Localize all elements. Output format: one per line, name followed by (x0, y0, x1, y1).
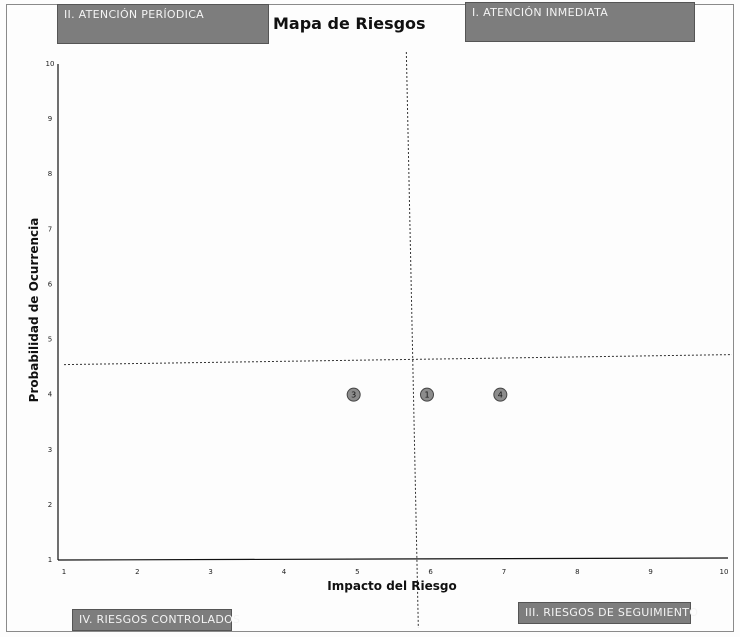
quadrant-label-atencion-periodica: II. ATENCIÓN PERÍODICA (57, 4, 269, 44)
x-axis-line (57, 557, 729, 561)
x-tick-label: 1 (62, 568, 66, 576)
risk-point-label: 1 (424, 391, 429, 400)
x-tick-label: 7 (502, 568, 506, 576)
quadrant-label-riesgos-seguimiento: III. RIESGOS DE SEGUIMIENTO (518, 602, 698, 624)
chart-title: Mapa de Riesgos (273, 14, 426, 33)
risk-point-marker (420, 387, 434, 402)
x-tick-label: 5 (355, 568, 359, 576)
y-tick-label: 6 (48, 280, 53, 288)
risk-point-marker (493, 387, 508, 402)
quadrant-label-riesgos-controlados: IV. RIESGOS CONTROLADOS (72, 609, 240, 631)
y-tick-label: 8 (48, 170, 52, 178)
y-tick-label: 1 (48, 556, 52, 564)
page-border (6, 4, 734, 632)
risk-point-marker (346, 387, 361, 402)
y-tick-label: 9 (48, 115, 52, 123)
y-tick-label: 2 (48, 501, 52, 509)
x-tick-label: 10 (720, 568, 729, 576)
x-tick-label: 4 (282, 568, 287, 576)
quadrant-label-atencion-inmediata: I. ATENCIÓN INMEDIATA (465, 2, 695, 42)
x-tick-label: 6 (428, 568, 433, 576)
y-tick-label: 4 (48, 391, 53, 399)
risk-point-label: 4 (498, 391, 503, 400)
horizontal-divider (63, 354, 733, 366)
x-tick-label: 3 (208, 568, 212, 576)
y-tick-label: 3 (48, 446, 52, 454)
y-axis-label: Probabilidad de Ocurrencia (27, 218, 41, 403)
risk-point-label: 3 (351, 391, 356, 400)
y-tick-label: 5 (48, 336, 52, 344)
x-axis-label: Impacto del Riesgo (327, 579, 456, 593)
x-tick-label: 9 (648, 568, 652, 576)
x-tick-label: 2 (135, 568, 139, 576)
x-tick-label: 8 (575, 568, 579, 576)
y-tick-label: 10 (46, 60, 55, 68)
y-tick-label: 7 (48, 225, 52, 233)
vertical-divider (405, 51, 419, 629)
